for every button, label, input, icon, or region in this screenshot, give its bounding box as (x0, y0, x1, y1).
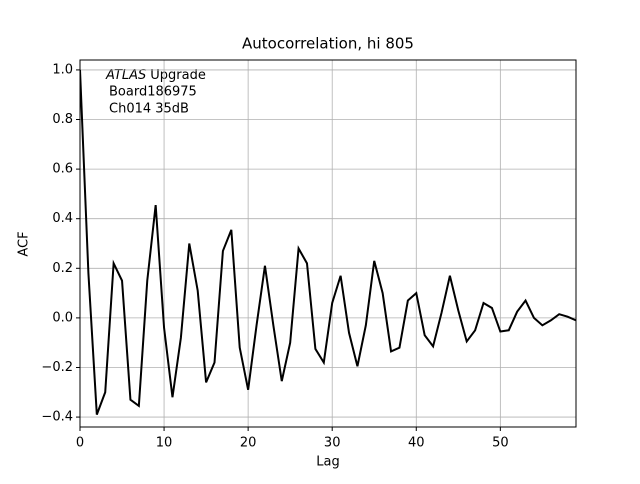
y-tick-label: 1.0 (52, 62, 73, 77)
plot-frame (79, 59, 577, 428)
y-tick-label: −0.2 (41, 360, 73, 375)
x-tick-label: 40 (408, 436, 425, 451)
y-tick-label: 0.4 (52, 211, 73, 226)
y-tick-label: −0.4 (41, 410, 73, 425)
chart-title: Autocorrelation, hi 805 (242, 35, 414, 53)
experiment: ATLAS (105, 68, 146, 83)
x-tick-label: 10 (156, 436, 173, 451)
line (80, 69, 576, 415)
y-tick-label: 0.0 (52, 310, 73, 325)
y-tick-label: 0.8 (52, 112, 73, 127)
x-tick-label: 0 (76, 436, 84, 451)
y-tick-label: 0.2 (52, 261, 73, 276)
y-axis-label: ACF (17, 231, 32, 256)
x-axis-label: Lag (316, 455, 339, 470)
x-tick-label: 20 (240, 436, 257, 451)
x-tick-label: 30 (324, 436, 341, 451)
y-tick-label: 0.6 (52, 162, 73, 177)
x-tick-label: 50 (492, 436, 509, 451)
annotation-line: Board186975 (109, 85, 197, 100)
annotation-line: Ch014 35dB (109, 102, 189, 117)
